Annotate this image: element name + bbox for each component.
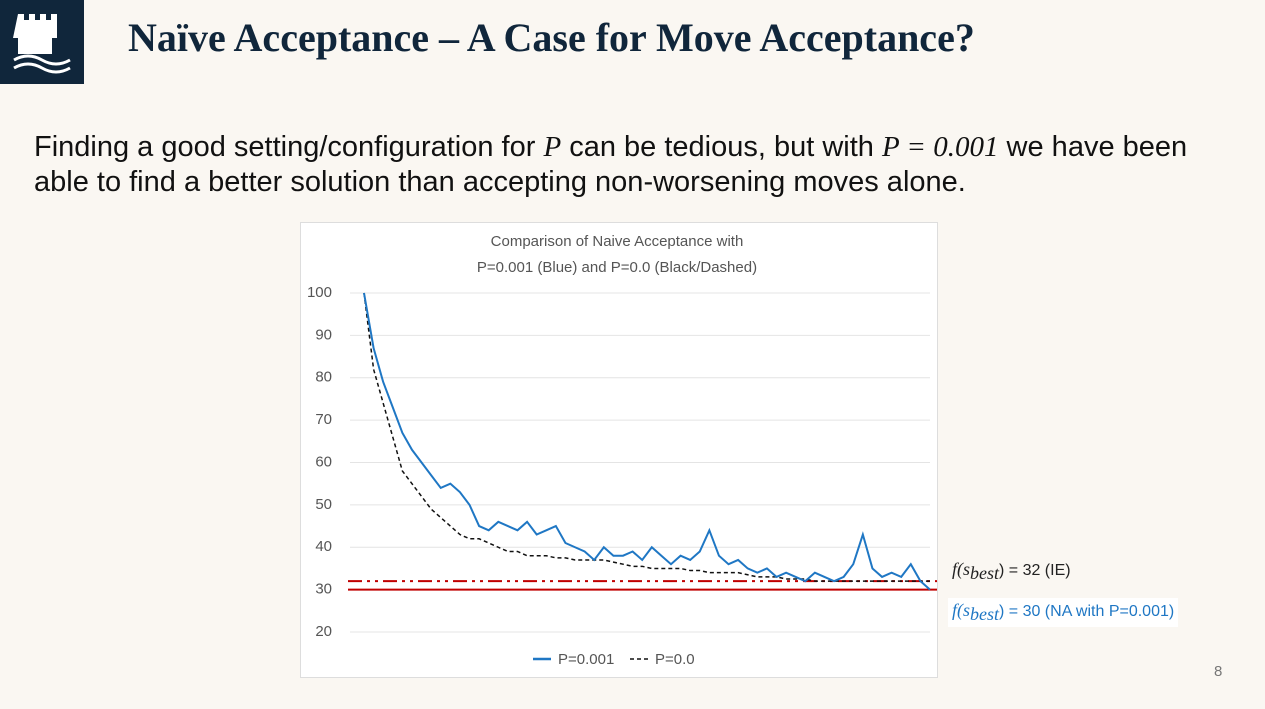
y-tick-label: 70: [315, 411, 332, 428]
annotation-text: ) = 30 (NA with P=0.001): [999, 602, 1175, 620]
annotation-func: f(s: [952, 559, 970, 580]
y-tick-label: 20: [315, 623, 332, 640]
annotation-text: ) = 32 (IE): [999, 562, 1071, 580]
series-line: [363, 292, 931, 591]
annotation-sub: best: [970, 603, 999, 624]
y-tick-label: 40: [315, 538, 332, 555]
y-tick-label: 80: [315, 369, 332, 386]
body-text: Finding a good setting/configuration for…: [34, 130, 1244, 200]
y-tick-label: 90: [315, 326, 332, 343]
logo: [0, 0, 84, 84]
annotation-func: f(s: [952, 599, 970, 620]
y-tick-label: 30: [315, 581, 332, 598]
y-tick-label: 100: [307, 284, 332, 301]
annotation: f(sbest) = 30 (NA with P=0.001): [948, 597, 1179, 627]
logo-icon: [13, 14, 71, 74]
y-tick-label: 60: [315, 453, 332, 470]
math-text: P = 0.001: [881, 131, 999, 163]
chart-title: Comparison of Naive Acceptance with: [491, 233, 744, 250]
math-text: P: [543, 131, 562, 163]
legend-label: P=0.0: [655, 651, 695, 668]
chart-box: [300, 222, 938, 678]
slide-title: Naïve Acceptance – A Case for Move Accep…: [128, 15, 975, 60]
legend-label: P=0.001: [558, 651, 614, 668]
page-number: 8: [1214, 663, 1223, 680]
annotation-sub: best: [970, 563, 999, 584]
text-run: Finding a good setting/configuration for: [34, 131, 544, 163]
text-run: we have been able to find a better solut…: [34, 131, 1188, 198]
y-tick-label: 50: [315, 496, 332, 513]
text-run: can be tedious, but with: [561, 131, 882, 163]
annotation: f(sbest) = 32 (IE): [948, 557, 1075, 586]
chart-title: P=0.001 (Blue) and P=0.0 (Black/Dashed): [477, 259, 757, 276]
series-line: [363, 292, 930, 582]
